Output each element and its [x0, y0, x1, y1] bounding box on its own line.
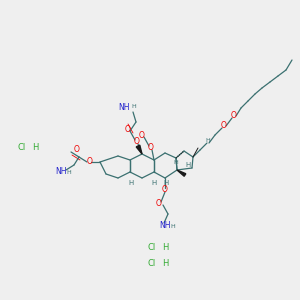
Text: H: H	[171, 224, 176, 229]
Text: O: O	[148, 143, 154, 152]
Text: H: H	[32, 143, 38, 152]
Text: NH: NH	[118, 103, 130, 112]
Polygon shape	[136, 145, 142, 154]
Text: O: O	[156, 200, 162, 208]
Text: O: O	[139, 130, 144, 140]
Text: H: H	[185, 162, 190, 168]
Text: NH: NH	[159, 221, 171, 230]
Text: O: O	[221, 122, 227, 130]
Text: Cl: Cl	[148, 259, 156, 268]
Text: H: H	[162, 244, 168, 253]
Text: H: H	[152, 180, 157, 186]
Polygon shape	[177, 170, 186, 176]
Text: H: H	[67, 170, 71, 175]
Text: O: O	[162, 185, 168, 194]
Text: Cl: Cl	[18, 143, 26, 152]
Text: O: O	[87, 158, 92, 166]
Text: O: O	[231, 112, 237, 121]
Text: O: O	[134, 137, 140, 146]
Text: H: H	[174, 160, 178, 166]
Text: H: H	[205, 139, 210, 143]
Text: NH: NH	[55, 167, 67, 176]
Text: O: O	[124, 124, 130, 134]
Text: H: H	[132, 104, 136, 110]
Text: Cl: Cl	[148, 244, 156, 253]
Text: H: H	[128, 180, 134, 186]
Text: H: H	[164, 180, 169, 186]
Text: O: O	[74, 146, 80, 154]
Text: H: H	[162, 259, 168, 268]
